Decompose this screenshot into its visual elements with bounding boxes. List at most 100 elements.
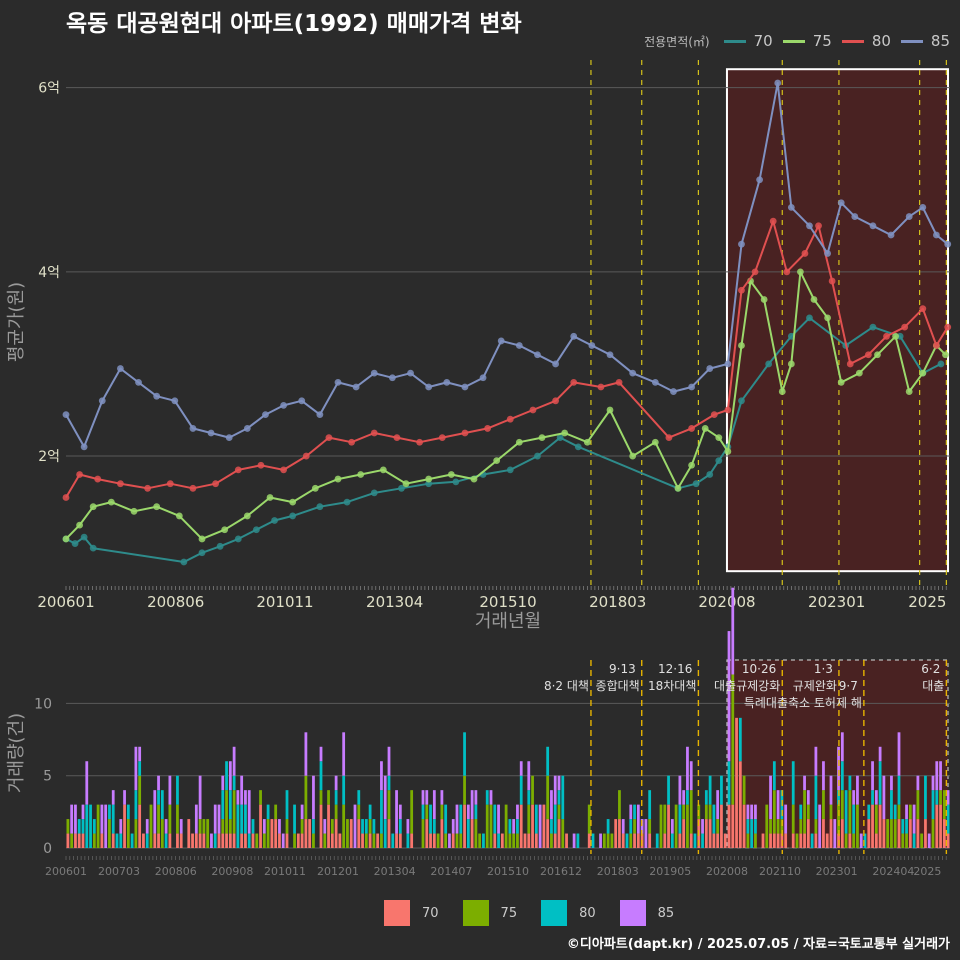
data-point-75 [778, 388, 786, 395]
data-point-75 [561, 429, 569, 437]
volume-bar-70 [704, 819, 708, 848]
volume-bar-80 [848, 775, 852, 791]
volume-bar-85 [232, 746, 236, 776]
volume-bar-80 [720, 775, 723, 805]
volume-bar-80 [772, 761, 776, 791]
volume-bar-75 [633, 819, 636, 834]
data-point-85 [262, 411, 269, 419]
volume-bar-75 [765, 804, 769, 848]
volume-bar-75 [436, 833, 440, 848]
volume-bar-80 [704, 790, 708, 805]
data-point-80 [484, 425, 491, 432]
volume-bar-75 [561, 819, 565, 848]
volume-bar-75 [327, 790, 330, 805]
volume-bar-70 [179, 833, 183, 848]
volume-bar-70 [735, 717, 738, 848]
volume-bar-75 [686, 804, 689, 848]
volume-bar-70 [232, 833, 236, 848]
volume-bar-85 [689, 761, 693, 791]
volume-bar-80 [130, 833, 134, 848]
volume-bar-85 [553, 775, 557, 805]
data-point-85 [515, 342, 523, 349]
volume-bar-85 [134, 746, 138, 791]
volume-bar-80 [629, 819, 633, 834]
volume-x-tick-label: 201011 [264, 865, 306, 878]
legend-label-85: 85 [930, 32, 950, 50]
volume-bar-85 [455, 804, 459, 834]
data-point-80 [302, 452, 310, 460]
data-point-70 [198, 549, 206, 557]
volume-bar-70 [300, 833, 304, 848]
volume-bar-85 [840, 732, 844, 762]
volume-bar-70 [682, 819, 686, 848]
volume-bar-80 [754, 819, 757, 834]
x-tick-label: 2025 [908, 593, 946, 611]
data-point-75 [107, 498, 115, 506]
volume-bar-75 [126, 819, 130, 848]
volume-bar-70 [361, 833, 364, 848]
data-point-80 [370, 429, 378, 437]
volume-bar-70 [463, 804, 466, 848]
volume-bar-75 [176, 804, 179, 834]
data-point-70 [869, 323, 877, 331]
volume-bar-75 [814, 819, 818, 834]
data-point-85 [774, 79, 782, 87]
volume-bar-85 [100, 804, 104, 834]
volume-bar-85 [210, 833, 213, 848]
volume-bar-80 [837, 790, 840, 805]
volume-bar-80 [89, 804, 92, 848]
volume-bar-80 [398, 819, 402, 834]
volume-bar-75 [848, 790, 852, 834]
volume-bar-80 [516, 819, 519, 834]
data-point-75 [919, 369, 927, 377]
volume-bar-80 [111, 804, 115, 834]
volume-x-tick-label: 201905 [649, 865, 691, 878]
volume-bar-70 [784, 833, 788, 848]
volume-bar-70 [240, 833, 244, 848]
data-point-70 [765, 360, 773, 368]
highlight-region [725, 68, 950, 573]
data-point-85 [851, 213, 859, 220]
volume-bar-70 [942, 819, 946, 848]
volume-bar-85 [451, 819, 455, 834]
volume-bar-85 [213, 804, 217, 834]
volume-bar-85 [746, 804, 750, 820]
volume-bar-75 [689, 790, 693, 834]
data-point-85 [189, 425, 197, 432]
chart-title: 옥동 대공원현대 아파트(1992) 매매가격 변화 [66, 11, 522, 37]
volume-bar-80 [935, 790, 939, 805]
volume-bar-80 [429, 804, 432, 834]
volume-bar-70 [772, 833, 776, 848]
volume-bar-85 [946, 790, 950, 805]
policy-name-label: 18차대책 [648, 678, 696, 693]
data-point-85 [606, 351, 614, 359]
volume-bar-85 [111, 790, 115, 805]
volume-bar-80 [240, 804, 244, 834]
volume-bar-80 [625, 833, 629, 848]
volume-bar-70 [553, 833, 557, 848]
volume-bar-70 [542, 804, 546, 848]
volume-bar-75 [334, 804, 338, 820]
volume-bar-85 [387, 746, 391, 776]
policy-date-label: 1·3 [814, 662, 833, 676]
volume-bar-70 [874, 833, 878, 848]
volume-bar-75 [372, 833, 376, 848]
data-point-80 [393, 434, 401, 442]
volume-bar-85 [395, 790, 398, 834]
data-point-75 [538, 434, 546, 442]
volume-bar-85 [194, 804, 198, 834]
legend-line-70 [723, 39, 746, 43]
data-point-80 [552, 397, 559, 405]
x-tick-label: 201803 [589, 593, 646, 611]
volume-bar-75 [228, 819, 232, 834]
volume-bar-75 [168, 804, 172, 834]
data-point-85 [670, 388, 677, 395]
data-point-80 [234, 466, 242, 474]
volume-bar-70 [829, 819, 833, 848]
legend-item-75: 75 [782, 32, 832, 50]
x-tick-label: 200601 [37, 593, 94, 611]
volume-bar-75 [844, 833, 848, 848]
volume-bar-75 [856, 804, 859, 848]
source-footer: ©디아파트(dapt.kr) / 2025.07.05 / 자료=국토교통부 실… [566, 937, 950, 952]
volume-bar-80 [791, 761, 795, 805]
